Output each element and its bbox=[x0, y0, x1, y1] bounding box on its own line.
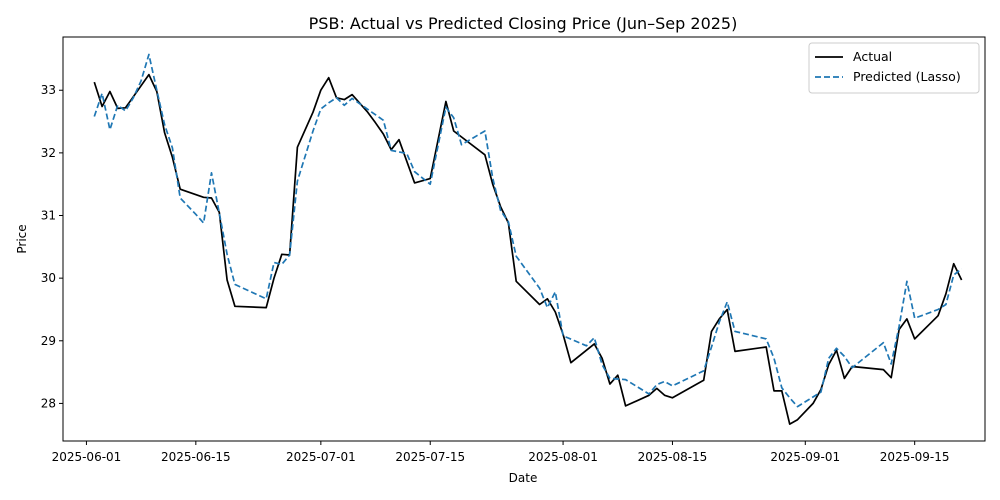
legend: Actual Predicted (Lasso) bbox=[808, 42, 980, 94]
y-axis-label: Price bbox=[15, 224, 29, 253]
x-tick-label: 2025-08-15 bbox=[638, 450, 708, 464]
series-layer bbox=[93, 53, 963, 425]
x-tick-label: 2025-08-01 bbox=[528, 450, 598, 464]
x-tick-label: 2025-07-01 bbox=[286, 450, 356, 464]
series-line-predicted bbox=[93, 53, 963, 408]
chart-title: PSB: Actual vs Predicted Closing Price (… bbox=[309, 14, 738, 33]
series-line-actual bbox=[93, 73, 963, 425]
plot-area bbox=[62, 36, 986, 442]
x-axis: 2025-06-01 2025-06-15 2025-07-01 2025-07-15… bbox=[52, 441, 950, 464]
x-tick-label: 2025-06-01 bbox=[52, 450, 122, 464]
y-tick-label: 28 bbox=[41, 396, 56, 410]
legend-box bbox=[808, 42, 980, 94]
y-axis: 28 29 30 31 32 33 bbox=[41, 83, 63, 410]
x-tick-label: 2025-09-15 bbox=[880, 450, 950, 464]
y-tick-label: 30 bbox=[41, 271, 56, 285]
y-tick-label: 33 bbox=[41, 83, 56, 97]
legend-label-predicted: Predicted (Lasso) bbox=[853, 69, 961, 84]
x-tick-label: 2025-09-01 bbox=[770, 450, 840, 464]
y-tick-label: 31 bbox=[41, 209, 56, 223]
x-tick-label: 2025-06-15 bbox=[161, 450, 231, 464]
y-tick-label: 32 bbox=[41, 146, 56, 160]
y-tick-label: 29 bbox=[41, 334, 56, 348]
x-axis-label: Date bbox=[509, 471, 538, 485]
legend-label-actual: Actual bbox=[853, 49, 892, 64]
x-tick-label: 2025-07-15 bbox=[395, 450, 465, 464]
